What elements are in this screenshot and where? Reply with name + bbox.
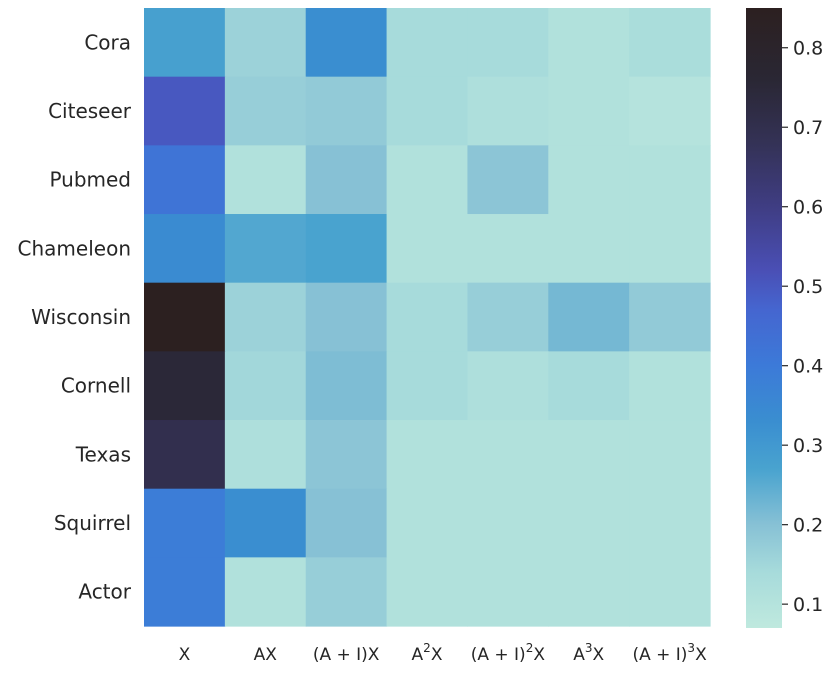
heatmap-cell [305, 420, 388, 490]
heatmap-cell [548, 282, 630, 352]
colorbar-tick-label: 0.8 [793, 38, 823, 60]
heatmap-cell [629, 557, 711, 627]
heatmap-cell [305, 214, 388, 284]
heatmap-cell [386, 145, 469, 215]
heatmap-cell [386, 76, 469, 146]
heatmap-cell [305, 351, 388, 421]
heatmap-cell [629, 488, 711, 558]
heatmap-cell [467, 8, 549, 78]
colorbar-tick-label: 0.7 [793, 117, 823, 139]
row-label: Wisconsin [31, 305, 131, 329]
column-label: X [179, 645, 191, 665]
heatmap-cell [629, 214, 711, 284]
colorbar-tick-label: 0.3 [793, 435, 823, 457]
heatmap-cell [386, 351, 469, 421]
heatmap-cell [386, 214, 469, 284]
heatmap-cell [305, 557, 388, 627]
heatmap-cell [386, 488, 469, 558]
heatmap-cell [548, 214, 630, 284]
row-label: Squirrel [54, 511, 131, 535]
heatmap-cell [305, 145, 388, 215]
colorbar-tick-label: 0.1 [793, 594, 823, 616]
heatmap-cell [305, 8, 388, 78]
heatmap-cell [224, 145, 307, 215]
heatmap-cell [144, 76, 226, 146]
heatmap-cell [467, 214, 549, 284]
heatmap-cell [224, 214, 307, 284]
heatmap-cell [305, 282, 388, 352]
colorbar-tick-label: 0.4 [793, 356, 823, 378]
heatmap-cell [629, 351, 711, 421]
heatmap-cell [467, 76, 549, 146]
heatmap-cells [144, 8, 711, 627]
heatmap-cell [224, 282, 307, 352]
heatmap-cell [144, 488, 226, 558]
heatmap-cell [224, 351, 307, 421]
heatmap-cell [548, 8, 630, 78]
heatmap-cell [224, 557, 307, 627]
heatmap-cell [144, 8, 226, 78]
heatmap-cell [629, 145, 711, 215]
heatmap-cell [548, 76, 630, 146]
heatmap-cell [467, 351, 549, 421]
heatmap-cell [467, 488, 549, 558]
heatmap-cell [386, 8, 469, 78]
heatmap-cell [144, 420, 226, 490]
heatmap-cell [467, 420, 549, 490]
heatmap-cell [548, 145, 630, 215]
column-label: A2X [412, 641, 443, 665]
row-label: Citeseer [48, 99, 132, 123]
heatmap-cell [467, 282, 549, 352]
heatmap-cell [144, 214, 226, 284]
heatmap-cell [386, 557, 469, 627]
heatmap-cell [548, 557, 630, 627]
heatmap-cell [548, 351, 630, 421]
heatmap-cell [629, 8, 711, 78]
row-labels: Cora Citeseer Pubmed Chameleon Wisconsin Corn… [18, 30, 132, 603]
heatmap-cell [224, 420, 307, 490]
heatmap-cell [144, 145, 226, 215]
heatmap-cell [305, 488, 388, 558]
colorbar-tick-label: 0.6 [793, 197, 823, 219]
column-label: (A + I)2X [471, 641, 546, 665]
row-label: Texas [75, 442, 131, 466]
heatmap-cell [629, 76, 711, 146]
column-label: AX [254, 645, 278, 665]
colorbar-tick-label: 0.5 [793, 276, 823, 298]
row-label: Actor [78, 580, 131, 604]
colorbar-ticks: 0.1 0.2 0.3 0.4 0.5 0.6 0.7 0.8 [782, 38, 823, 616]
column-labels: X AX (A + I)X A2X (A + I)2X A3X (A + I)3X [179, 641, 707, 665]
row-label: Cora [84, 30, 131, 54]
column-label: (A + I)X [313, 645, 380, 665]
heatmap-cell [548, 488, 630, 558]
colorbar: 0.1 0.2 0.3 0.4 0.5 0.6 0.7 0.8 [746, 8, 823, 628]
column-label: A3X [573, 641, 604, 665]
heatmap-cell [144, 351, 226, 421]
heatmap-cell [629, 420, 711, 490]
heatmap-cell [144, 282, 226, 352]
heatmap-cell [467, 145, 549, 215]
row-label: Pubmed [49, 168, 131, 192]
heatmap-cell [305, 76, 388, 146]
heatmap-cell [467, 557, 549, 627]
heatmap-cell [386, 282, 469, 352]
heatmap-cell [386, 420, 469, 490]
heatmap-cell [224, 488, 307, 558]
heatmap-cell [144, 557, 226, 627]
row-label: Cornell [61, 374, 131, 398]
row-label: Chameleon [18, 236, 131, 260]
heatmap-cell [629, 282, 711, 352]
heatmap-cell [224, 8, 307, 78]
heatmap-cell [548, 420, 630, 490]
colorbar-gradient [746, 8, 782, 628]
column-label: (A + I)3X [632, 641, 707, 665]
colorbar-tick-label: 0.2 [793, 515, 823, 537]
heatmap-cell [224, 76, 307, 146]
